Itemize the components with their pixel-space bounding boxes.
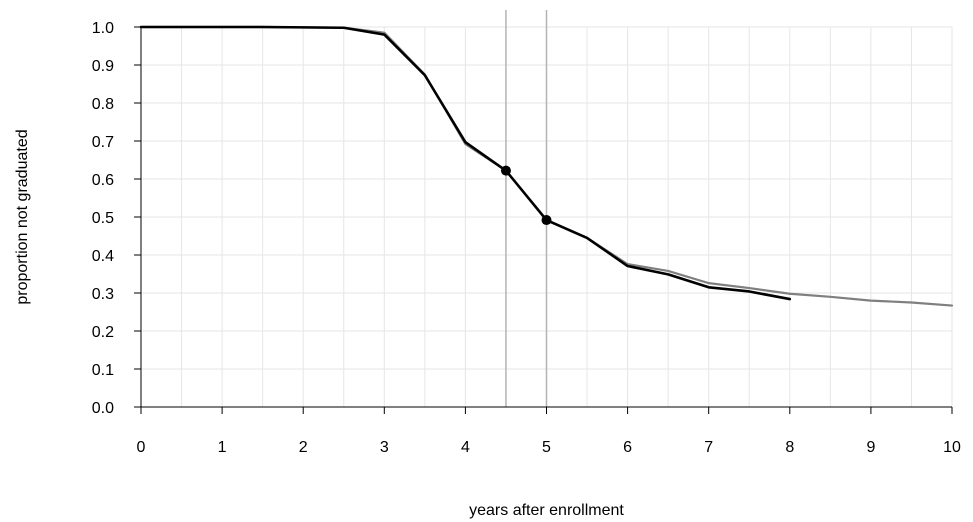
x-tick-label: 8 bbox=[785, 439, 794, 456]
y-tick-label: 0.7 bbox=[92, 134, 114, 151]
x-tick-label: 4 bbox=[461, 439, 470, 456]
y-tick-label: 0.9 bbox=[92, 58, 114, 75]
highlight-points bbox=[500, 165, 552, 226]
highlight-point bbox=[541, 215, 552, 226]
y-tick-label: 0.6 bbox=[92, 172, 114, 189]
x-tick-label: 6 bbox=[623, 439, 632, 456]
x-tick-label: 2 bbox=[299, 439, 308, 456]
axes: 0 1 2 3 4 5 6 7 8 9 10 0.0 0.1 0.2 0.3 0.4 0.5 0.6 0.7 0.8 0… bbox=[92, 20, 961, 456]
y-tick-label: 0.8 bbox=[92, 96, 114, 113]
x-tick-label: 3 bbox=[380, 439, 389, 456]
y-tick-label: 0.1 bbox=[92, 362, 114, 379]
x-tick-label: 7 bbox=[704, 439, 713, 456]
series-line bbox=[139, 25, 792, 301]
x-tick-label: 10 bbox=[943, 439, 961, 456]
highlight-point bbox=[500, 165, 511, 176]
x-axis-title: years after enrollment bbox=[469, 502, 624, 519]
y-tick-label: 0.4 bbox=[92, 248, 114, 265]
y-axis-title: proportion not graduated bbox=[14, 129, 31, 304]
y-tick-label: 1.0 bbox=[92, 20, 114, 37]
x-tick-label: 5 bbox=[542, 439, 551, 456]
x-tick-label: 9 bbox=[866, 439, 875, 456]
y-tick-label: 0.3 bbox=[92, 286, 114, 303]
x-tick-label: 0 bbox=[137, 439, 146, 456]
y-tick-label: 0.5 bbox=[92, 210, 114, 227]
y-tick-label: 0.0 bbox=[92, 400, 114, 417]
x-tick-label: 1 bbox=[218, 439, 227, 456]
y-tick-label: 0.2 bbox=[92, 324, 114, 341]
reference-lines bbox=[505, 10, 548, 407]
